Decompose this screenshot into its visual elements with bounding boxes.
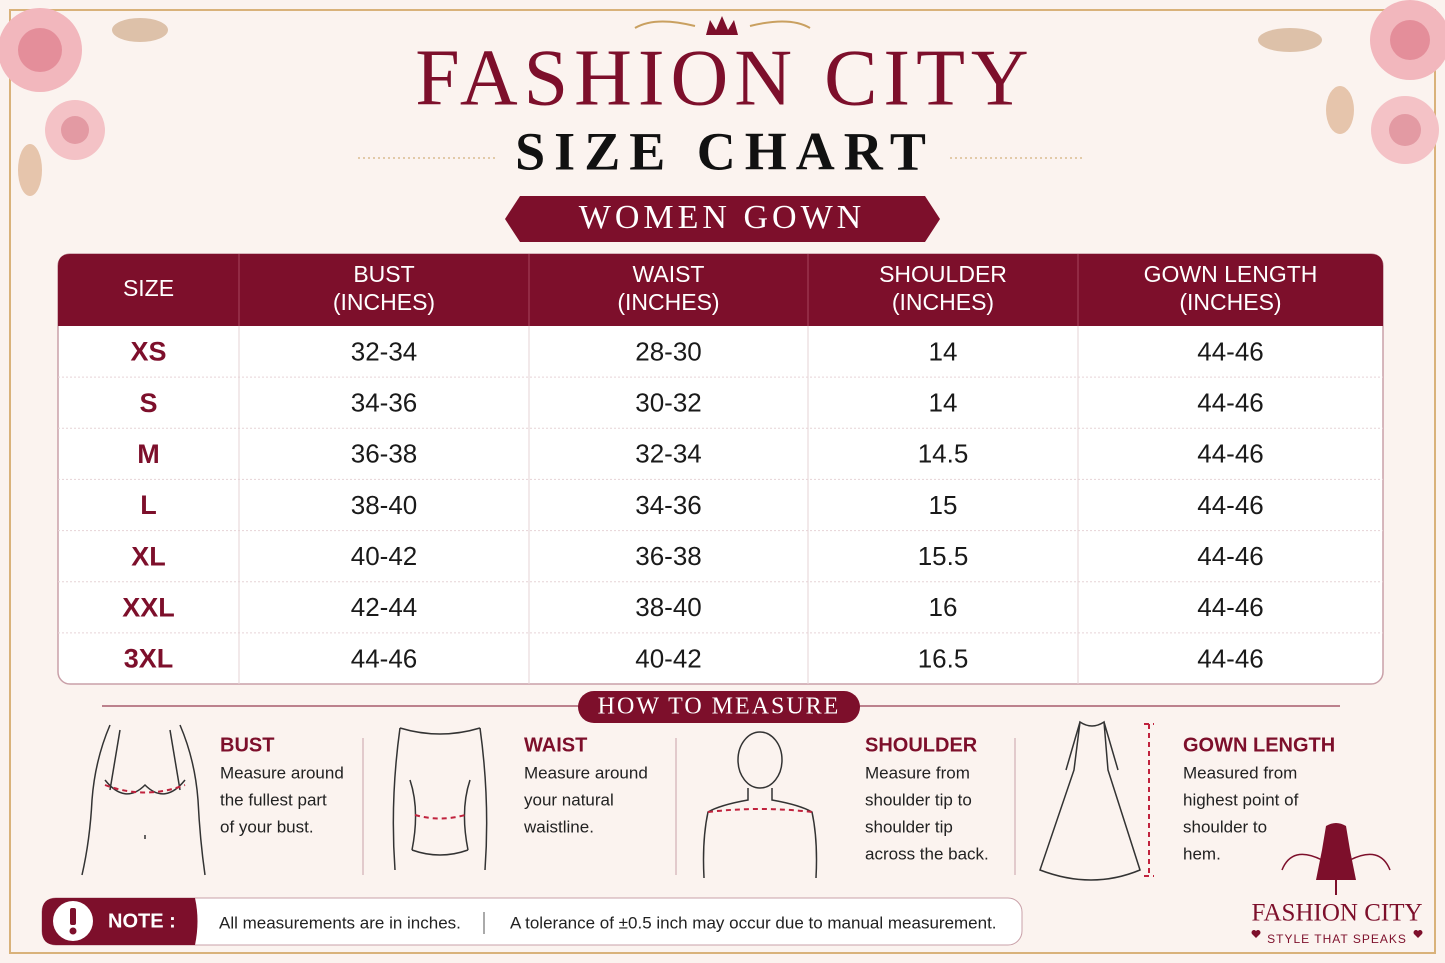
brand-title: FASHION CITY bbox=[415, 34, 1034, 122]
column-header: (INCHES) bbox=[1179, 289, 1281, 315]
ornament bbox=[634, 20, 811, 29]
table-cell: 44-46 bbox=[351, 643, 418, 673]
measure-items: BUST Measure around the fullest part of you… bbox=[220, 734, 1335, 863]
table-cell: 44-46 bbox=[1197, 592, 1264, 622]
table-cell: 15 bbox=[929, 490, 958, 520]
note-icon-dot bbox=[69, 927, 77, 935]
measure-heading: BUST bbox=[220, 734, 274, 756]
table-cell: 16 bbox=[929, 592, 958, 622]
size-label: XXL bbox=[122, 592, 175, 622]
crown bbox=[706, 16, 738, 35]
table-cell: 40-42 bbox=[351, 541, 418, 571]
table-cell: 15.5 bbox=[918, 541, 969, 571]
size-label: S bbox=[139, 388, 157, 418]
table-cell: 36-38 bbox=[351, 439, 418, 469]
size-label: L bbox=[140, 490, 157, 520]
size-label: XS bbox=[130, 337, 166, 367]
column-header: SHOULDER bbox=[879, 261, 1007, 287]
table-cell: 44-46 bbox=[1197, 439, 1264, 469]
column-header: WAIST bbox=[633, 261, 705, 287]
measure-text: highest point of bbox=[1183, 790, 1299, 809]
size-label: XL bbox=[131, 541, 166, 571]
size-label: 3XL bbox=[124, 644, 174, 674]
note-label: NOTE : bbox=[108, 910, 176, 932]
table-cell: 42-44 bbox=[351, 592, 418, 622]
table-header bbox=[58, 254, 1383, 326]
measure-text: the fullest part bbox=[220, 790, 327, 809]
measure-text: Measure around bbox=[220, 763, 344, 782]
table-cell: 34-36 bbox=[351, 388, 418, 418]
table-cell: 30-32 bbox=[635, 388, 702, 418]
table-cell: 44-46 bbox=[1197, 490, 1264, 520]
subtitle-banner bbox=[505, 196, 940, 242]
measure-banner bbox=[578, 691, 860, 723]
gown-illustration bbox=[1039, 720, 1154, 881]
table-cell: 14 bbox=[929, 388, 958, 418]
table-cell: 44-46 bbox=[1197, 388, 1264, 418]
measure-heading: GOWN LENGTH bbox=[1183, 734, 1335, 756]
table-cell: 16.5 bbox=[918, 643, 969, 673]
column-header: GOWN LENGTH bbox=[1144, 261, 1318, 287]
logo-mark bbox=[1281, 823, 1391, 895]
table-cell: 14.5 bbox=[918, 439, 969, 469]
measure-text: across the back. bbox=[865, 844, 989, 863]
table-cell: 34-36 bbox=[635, 490, 702, 520]
table-cell: 44-46 bbox=[1197, 336, 1264, 366]
table-cell: 28-30 bbox=[635, 336, 702, 366]
measure-heading: WAIST bbox=[524, 734, 587, 756]
table-cell: 32-34 bbox=[351, 336, 418, 366]
table-cell: 14 bbox=[929, 336, 958, 366]
table-cell: 38-40 bbox=[351, 490, 418, 520]
logo-heart bbox=[1413, 930, 1423, 938]
shoulder-illustration bbox=[702, 731, 818, 879]
table-cell: 44-46 bbox=[1197, 541, 1264, 571]
table-cell: 44-46 bbox=[1197, 643, 1264, 673]
measure-text: Measure from bbox=[865, 763, 970, 782]
table-cell: 36-38 bbox=[635, 541, 702, 571]
measure-text: waistline. bbox=[523, 817, 594, 836]
note-text: All measurements are in inches. bbox=[219, 913, 461, 932]
bust-illustration bbox=[81, 724, 206, 876]
measure-text: shoulder tip to bbox=[865, 790, 972, 809]
column-header: (INCHES) bbox=[617, 289, 719, 315]
size-label: M bbox=[137, 439, 160, 469]
column-header: BUST bbox=[353, 261, 414, 287]
measure-text: of your bust. bbox=[220, 817, 314, 836]
table: SIZEBUST(INCHES)WAIST(INCHES)SHOULDER(IN… bbox=[58, 254, 1383, 684]
measure-heading: SHOULDER bbox=[865, 734, 978, 756]
column-header: (INCHES) bbox=[892, 289, 994, 315]
measure-text: shoulder tip bbox=[865, 817, 953, 836]
subtitle: WOMEN GOWN bbox=[579, 199, 865, 236]
logo-heart bbox=[1251, 930, 1261, 938]
measure-text: Measured from bbox=[1183, 763, 1297, 782]
logo-name: FASHION CITY bbox=[1251, 900, 1422, 927]
measure-text: hem. bbox=[1183, 844, 1221, 863]
flowers-left bbox=[0, 8, 168, 196]
table-cell: 40-42 bbox=[635, 643, 702, 673]
column-header: (INCHES) bbox=[333, 289, 435, 315]
note-icon-mark bbox=[70, 908, 76, 925]
waist-illustration bbox=[392, 727, 488, 871]
measure-text: shoulder to bbox=[1183, 817, 1267, 836]
measure-title: HOW TO MEASURE bbox=[598, 694, 841, 720]
table-cell: 32-34 bbox=[635, 439, 702, 469]
measure-text: your natural bbox=[524, 790, 614, 809]
measure-text: Measure around bbox=[524, 763, 648, 782]
table-cell: 38-40 bbox=[635, 592, 702, 622]
logo-tagline: STYLE THAT SPEAKS bbox=[1267, 932, 1407, 946]
flowers-right bbox=[1258, 0, 1445, 164]
note-text: A tolerance of ±0.5 inch may occur due t… bbox=[510, 913, 997, 932]
column-header: SIZE bbox=[123, 275, 174, 301]
frame bbox=[9, 9, 1436, 954]
chart-title: SIZE CHART bbox=[515, 121, 935, 181]
